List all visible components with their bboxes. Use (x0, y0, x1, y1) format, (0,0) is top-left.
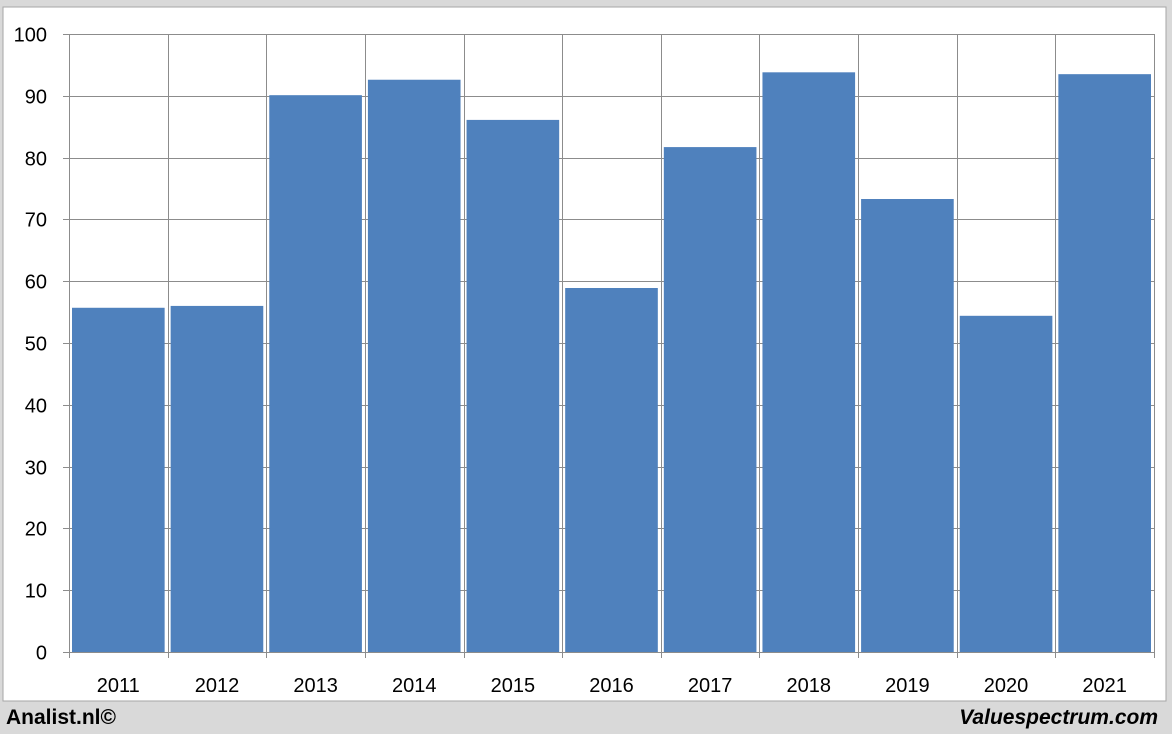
footer-source-left: Analist.nl© (6, 706, 116, 729)
x-tick-label: 2021 (1082, 675, 1127, 697)
y-tick-label: 60 (25, 272, 47, 294)
bar-2013 (269, 95, 362, 652)
bar-2019 (861, 199, 954, 653)
x-tick-label: 2014 (392, 675, 437, 697)
y-tick-label: 50 (25, 334, 47, 356)
bar-chart: 0 10 20 30 40 50 60 70 80 90 100 2011 2012 2013 2014 20… (2, 6, 1167, 702)
y-tick-label: 30 (25, 458, 47, 480)
footer-source-right: Valuespectrum.com (959, 706, 1158, 729)
bar-2011 (72, 307, 165, 652)
x-tick-label: 2017 (688, 675, 733, 697)
chart-frame: 0 10 20 30 40 50 60 70 80 90 100 2011 2012 2013 2014 20… (2, 6, 1167, 702)
y-tick-label: 0 (36, 643, 47, 665)
y-tick-label: 90 (25, 87, 47, 109)
x-tick-label: 2016 (589, 675, 634, 697)
y-tick-label: 100 (14, 25, 47, 47)
y-tick-label: 40 (25, 396, 47, 418)
x-tick-label: 2018 (787, 675, 832, 697)
x-tick-label: 2020 (984, 675, 1029, 697)
bar-2021 (1058, 74, 1151, 653)
y-tick-label: 10 (25, 581, 47, 603)
x-tick-label: 2019 (885, 675, 930, 697)
bar-2020 (959, 315, 1053, 652)
x-tick-label: 2011 (97, 675, 140, 697)
bar-2017 (663, 147, 757, 652)
x-tick-label: 2012 (195, 675, 240, 697)
y-tick-label: 70 (25, 210, 47, 232)
bar-2012 (170, 305, 264, 652)
bar-2018 (762, 72, 856, 653)
x-tick-label: 2013 (293, 675, 338, 697)
x-tick-label: 2015 (491, 675, 536, 697)
bar-2014 (367, 79, 461, 653)
y-tick-label: 20 (25, 519, 47, 541)
bar-2016 (565, 287, 658, 652)
y-tick-label: 80 (25, 149, 47, 171)
bar-2015 (466, 119, 560, 653)
